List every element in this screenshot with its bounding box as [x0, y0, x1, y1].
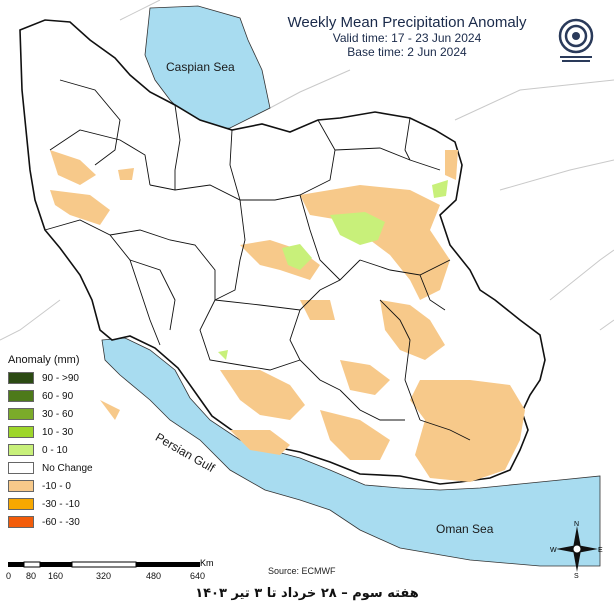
legend-item: No Change — [8, 459, 126, 477]
scale-tick: 80 — [26, 571, 37, 581]
scale-tick: 320 — [96, 571, 112, 581]
legend-item: 60 - 90 — [8, 387, 126, 405]
neighbor-borders — [0, 0, 614, 341]
compass-w: W — [550, 547, 557, 554]
scale-unit: Km — [200, 558, 214, 568]
legend-label: -30 - -10 — [42, 498, 80, 510]
legend-item: -30 - -10 — [8, 495, 126, 513]
scale-tick: 160 — [48, 571, 64, 581]
dry-anomaly-patches — [50, 150, 525, 482]
legend-label: 0 - 10 — [42, 444, 68, 456]
scale-bar — [8, 561, 200, 568]
legend-item: 90 - >90 — [8, 369, 126, 387]
caspian-sea — [144, 5, 271, 131]
persian-gulf — [101, 337, 601, 567]
legend-swatch — [8, 516, 34, 528]
legend-swatch — [8, 498, 34, 510]
legend-label: -10 - 0 — [42, 480, 71, 492]
compass-icon: N S W E — [550, 521, 603, 578]
legend-label: No Change — [42, 462, 93, 474]
legend-item: 30 - 60 — [8, 405, 126, 423]
legend-item: 10 - 30 — [8, 423, 126, 441]
base-time: Base time: 2 Jun 2024 — [347, 45, 467, 59]
wet-anomaly-patches — [218, 180, 448, 360]
scale-tick: 0 — [6, 571, 12, 581]
legend-label: 90 - >90 — [42, 372, 79, 384]
legend-swatch — [8, 372, 34, 384]
valid-time: Valid time: 17 - 23 Jun 2024 — [332, 31, 482, 45]
logo-icon — [558, 18, 594, 62]
legend-swatch — [8, 426, 34, 438]
legend: Anomaly (mm) 90 - >90 60 - 90 30 - 60 10 - … — [8, 354, 126, 531]
legend-swatch — [8, 480, 34, 492]
scale-tick: 480 — [146, 571, 162, 581]
legend-label: -60 - -30 — [42, 516, 80, 528]
legend-label: 60 - 90 — [42, 390, 74, 402]
compass-s: S — [574, 573, 579, 578]
title-block: Weekly Mean Precipitation Anomaly Valid … — [262, 14, 552, 59]
legend-item: -60 - -30 — [8, 513, 126, 531]
legend-label: 10 - 30 — [42, 426, 74, 438]
source-label: Source: ECMWF — [268, 566, 336, 576]
map-title: Weekly Mean Precipitation Anomaly — [287, 14, 527, 31]
province-borders — [44, 79, 471, 441]
legend-swatch — [8, 444, 34, 456]
legend-title: Anomaly (mm) — [8, 354, 80, 366]
caspian-sea-label: Caspian Sea — [166, 60, 235, 74]
legend-item: 0 - 10 — [8, 441, 126, 459]
legend-swatch — [8, 462, 34, 474]
compass-e: E — [598, 547, 603, 554]
scale-tick: 640 — [190, 571, 206, 581]
legend-swatch — [8, 390, 34, 402]
legend-swatch — [8, 408, 34, 420]
oman-sea-label: Oman Sea — [436, 522, 494, 536]
legend-label: 30 - 60 — [42, 408, 74, 420]
compass-n: N — [574, 521, 579, 528]
footer-caption: هفته سوم – ۲۸ خرداد تا ۳ تیر ۱۴۰۳ — [195, 586, 419, 601]
legend-item: -10 - 0 — [8, 477, 126, 495]
